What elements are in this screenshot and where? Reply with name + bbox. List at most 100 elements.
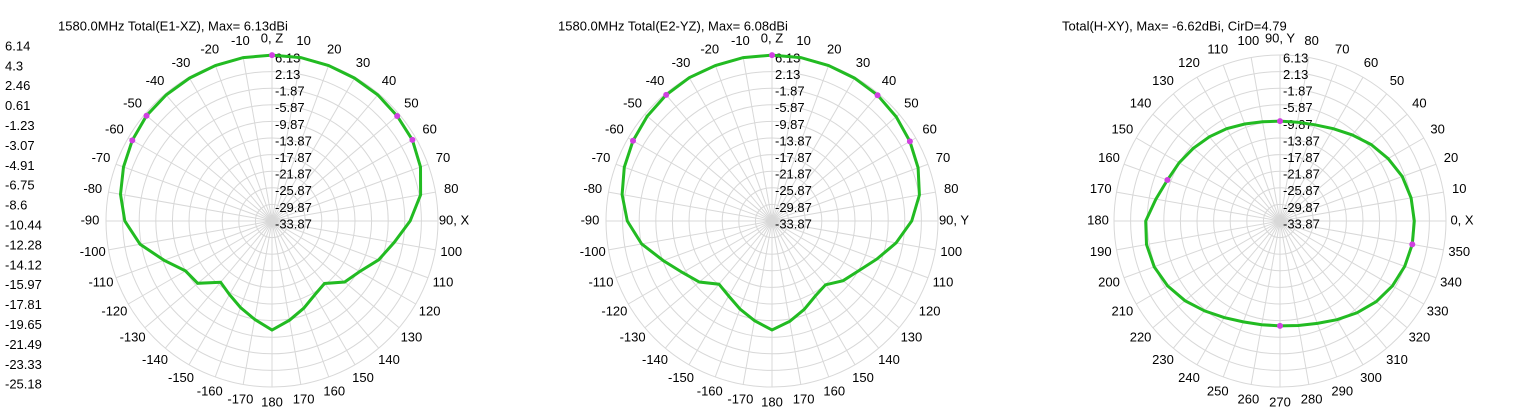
angle-label: 220 [1130, 329, 1152, 344]
angle-label: -90 [581, 212, 600, 227]
radial-tick-label: -13.87 [1283, 133, 1320, 148]
angle-label: -60 [105, 121, 124, 136]
grid-spoke [608, 220, 773, 251]
angle-label: 120 [1178, 55, 1200, 70]
angle-label: 50 [404, 95, 418, 110]
grid-spoke [1196, 220, 1281, 366]
marker [663, 91, 670, 98]
angle-label: -170 [227, 392, 253, 407]
grid-spoke [271, 220, 302, 385]
grid-spoke [742, 57, 773, 222]
marker [269, 52, 275, 59]
radial-tick-label: -5.87 [275, 100, 305, 115]
angle-label: 110 [433, 275, 454, 290]
angle-label: 70 [1335, 41, 1349, 56]
grid-spoke [615, 163, 773, 222]
grid-spoke [771, 93, 880, 222]
radial-tick-label: 2.13 [1283, 67, 1308, 82]
grid-spoke [242, 57, 273, 222]
grid-spoke [144, 220, 273, 329]
radial-tick-label: -17.87 [275, 150, 312, 165]
grid-spoke [771, 57, 802, 222]
angle-label: 290 [1331, 383, 1353, 398]
angle-label: 130 [1152, 73, 1174, 88]
angle-label: -80 [83, 181, 102, 196]
grid-spoke [271, 220, 356, 366]
angle-label: 180 [261, 394, 283, 409]
pattern-curve [620, 53, 921, 332]
marker [1277, 118, 1283, 125]
grid-spoke [1279, 76, 1364, 222]
grid-spoke [1279, 93, 1388, 222]
angle-label: -130 [120, 329, 146, 344]
grid-spoke [771, 113, 900, 222]
grid-spoke [615, 220, 773, 279]
angle-label: 170 [293, 392, 315, 407]
grid-spoke [771, 220, 917, 305]
angle-label: 20 [327, 41, 341, 56]
grid-spoke [164, 220, 273, 349]
angle-label: 40 [1412, 95, 1426, 110]
grid-spoke [164, 93, 273, 222]
angle-label: 160 [823, 383, 845, 398]
grid-spoke [1250, 220, 1281, 385]
radial-tick-label: -21.87 [1283, 167, 1320, 182]
angle-label: -30 [172, 55, 191, 70]
angle-label: 160 [1098, 150, 1120, 165]
angle-label: 0, Z [761, 30, 783, 45]
marker [1164, 177, 1171, 184]
radial-tick-label: -17.87 [1283, 150, 1320, 165]
grid-spoke [1279, 191, 1444, 222]
angle-label: -120 [101, 303, 127, 318]
grid-spoke [271, 76, 356, 222]
marker [1409, 241, 1416, 248]
grid-spoke [271, 220, 330, 378]
angle-label: 0, Z [261, 30, 283, 45]
angle-label: 170 [793, 392, 815, 407]
radial-tick-label: -21.87 [275, 167, 312, 182]
grid-spoke [214, 64, 273, 222]
angle-label: 80 [1304, 33, 1318, 48]
grid-spoke [1279, 220, 1425, 305]
scale-label: -23.33 [5, 357, 42, 372]
angle-label: -40 [646, 73, 665, 88]
angle-label: 80 [444, 181, 458, 196]
grid-spoke [127, 137, 273, 222]
angle-label: -20 [700, 41, 719, 56]
grid-spoke [1135, 220, 1281, 305]
angle-label: 160 [323, 383, 345, 398]
chart-title: Total(H-XY), Max= -6.62dBi, CirD=4.79 [1062, 18, 1287, 33]
grid-spoke [1172, 93, 1281, 222]
marker [874, 92, 881, 99]
radial-tick-label: -29.87 [775, 200, 812, 215]
marker [394, 112, 401, 119]
scale-label: -19.65 [5, 317, 42, 332]
angle-label: 70 [436, 150, 450, 165]
radial-tick-label: 2.13 [775, 67, 800, 82]
grid-spoke [1152, 220, 1281, 329]
grid-spoke [771, 220, 929, 279]
angle-label: 130 [401, 329, 423, 344]
grid-spoke [771, 220, 830, 378]
grid-spoke [627, 220, 773, 305]
angle-label: 200 [1098, 275, 1120, 290]
grid-spoke [1123, 163, 1281, 222]
grid-spoke [271, 64, 330, 222]
scale-label: -8.6 [5, 198, 27, 213]
angle-label: 120 [919, 303, 941, 318]
radial-tick-label: -33.87 [775, 216, 812, 231]
grid-spoke [742, 220, 773, 385]
angle-label: 60 [922, 121, 936, 136]
radial-tick-label: -13.87 [775, 133, 812, 148]
angle-label: -160 [697, 383, 723, 398]
angle-label: 80 [944, 181, 958, 196]
angle-label: 10 [296, 33, 310, 48]
angle-label: -70 [92, 150, 111, 165]
angle-label: 90, Y [939, 212, 969, 227]
angle-label: 270 [1269, 394, 1291, 409]
grid-spoke [644, 220, 773, 329]
angle-label: 110 [933, 275, 954, 290]
grid-spoke [115, 163, 273, 222]
angle-label: 10 [1452, 181, 1466, 196]
grid-spoke [714, 64, 773, 222]
